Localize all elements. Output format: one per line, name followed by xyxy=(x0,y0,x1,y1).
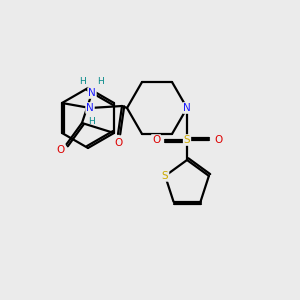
Text: N: N xyxy=(86,103,94,113)
Text: H: H xyxy=(98,77,104,86)
Text: H: H xyxy=(80,77,86,86)
Text: O: O xyxy=(214,135,222,145)
Text: O: O xyxy=(57,145,65,155)
Text: O: O xyxy=(152,135,160,145)
Text: N: N xyxy=(88,88,96,98)
Text: N: N xyxy=(183,103,191,113)
Text: O: O xyxy=(114,138,122,148)
Text: S: S xyxy=(184,135,190,145)
Text: S: S xyxy=(162,171,169,181)
Text: H: H xyxy=(88,118,94,127)
